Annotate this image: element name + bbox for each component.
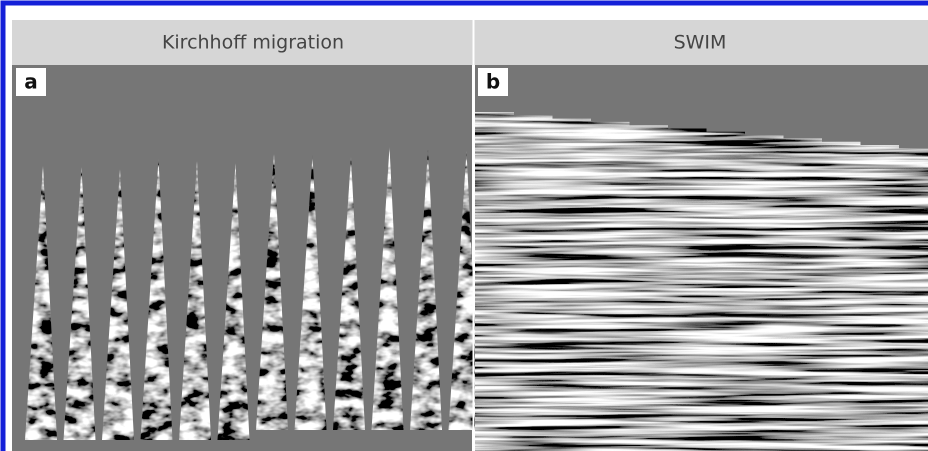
figure: Kirchhoff migration SWIM a b (0, 0, 928, 451)
panel-title: Kirchhoff migration (162, 32, 344, 54)
panel-title: SWIM (674, 32, 727, 54)
figure-canvas: Kirchhoff migration SWIM a b (0, 0, 928, 451)
panel-label: b (486, 70, 500, 94)
panel-label: a (24, 70, 38, 94)
header-bar (12, 20, 928, 65)
